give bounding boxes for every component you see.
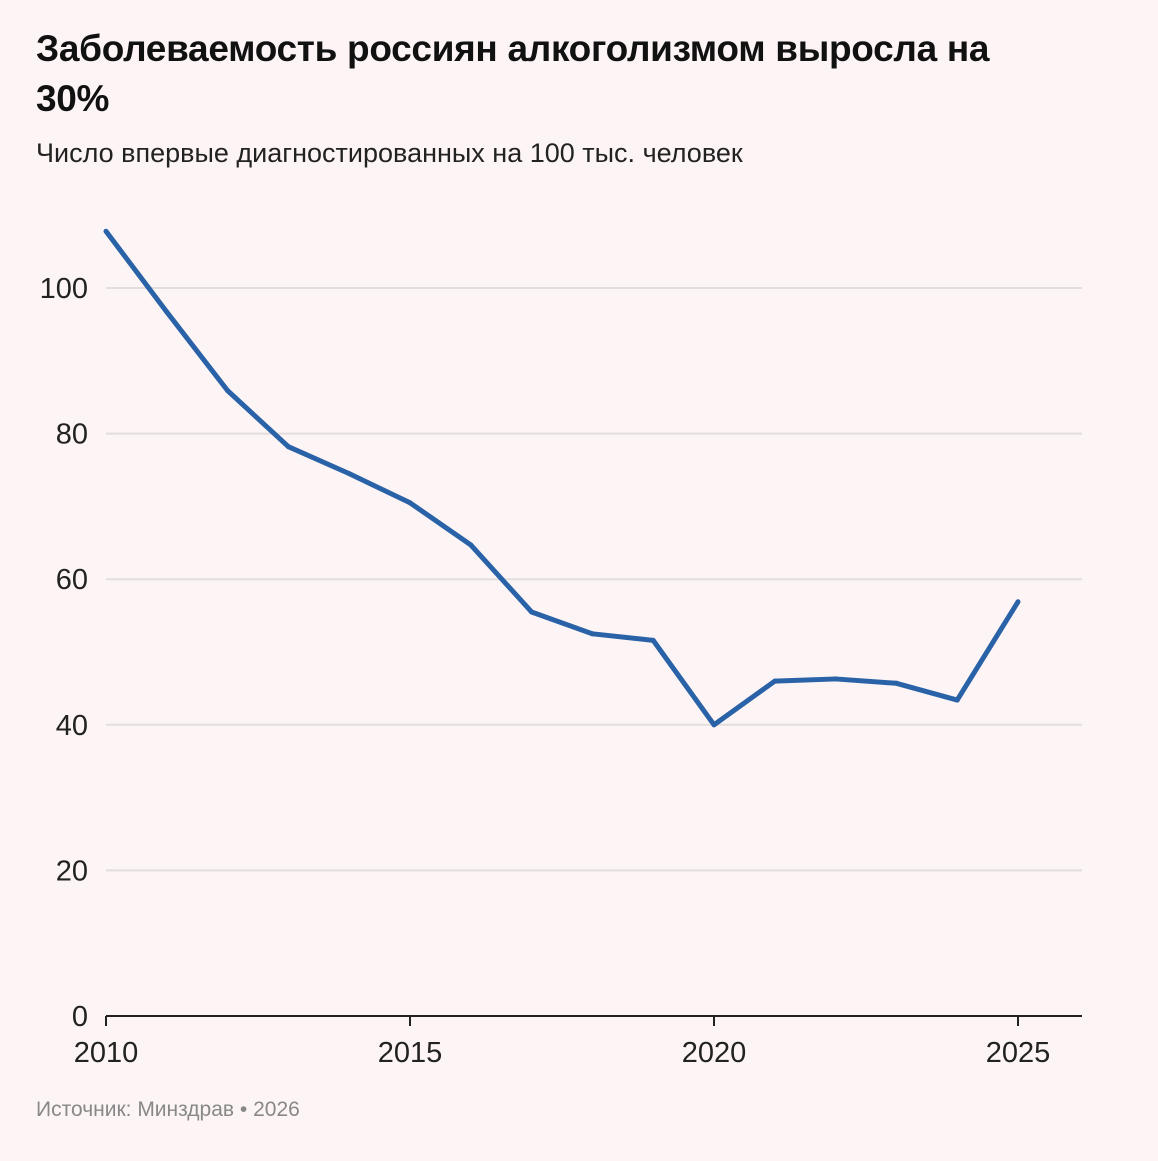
y-tick-label: 20 bbox=[56, 855, 88, 887]
source-note: Источник: Минздрав • 2026 bbox=[36, 1098, 300, 1121]
x-tick-label: 2015 bbox=[378, 1037, 443, 1069]
data-point bbox=[650, 637, 656, 643]
data-point bbox=[468, 542, 474, 548]
y-tick-label: 0 bbox=[72, 1001, 88, 1033]
data-point bbox=[103, 228, 109, 234]
data-point bbox=[346, 471, 352, 477]
y-tick-label: 100 bbox=[40, 273, 88, 305]
data-point bbox=[589, 631, 595, 637]
data-point bbox=[893, 680, 899, 686]
data-point bbox=[711, 722, 717, 728]
chart-subtitle: Число впервые диагностированных на 100 т… bbox=[36, 138, 743, 168]
data-point bbox=[225, 388, 231, 394]
y-tick-label: 60 bbox=[56, 564, 88, 596]
data-point bbox=[407, 500, 413, 506]
data-point bbox=[1015, 599, 1021, 605]
data-point bbox=[772, 678, 778, 684]
data-point bbox=[954, 697, 960, 703]
chart-title: Заболеваемость россиян алкоголизмом выро… bbox=[36, 28, 990, 119]
x-tick-label: 2025 bbox=[986, 1037, 1051, 1069]
data-point bbox=[164, 309, 170, 315]
data-point bbox=[833, 676, 839, 682]
x-tick-label: 2020 bbox=[682, 1037, 747, 1069]
series-line bbox=[104, 229, 1021, 728]
x-tick-label: 2010 bbox=[74, 1037, 139, 1069]
y-tick-label: 80 bbox=[56, 419, 88, 451]
y-tick-label: 40 bbox=[56, 710, 88, 742]
data-point bbox=[529, 609, 535, 615]
data-point bbox=[285, 444, 291, 450]
